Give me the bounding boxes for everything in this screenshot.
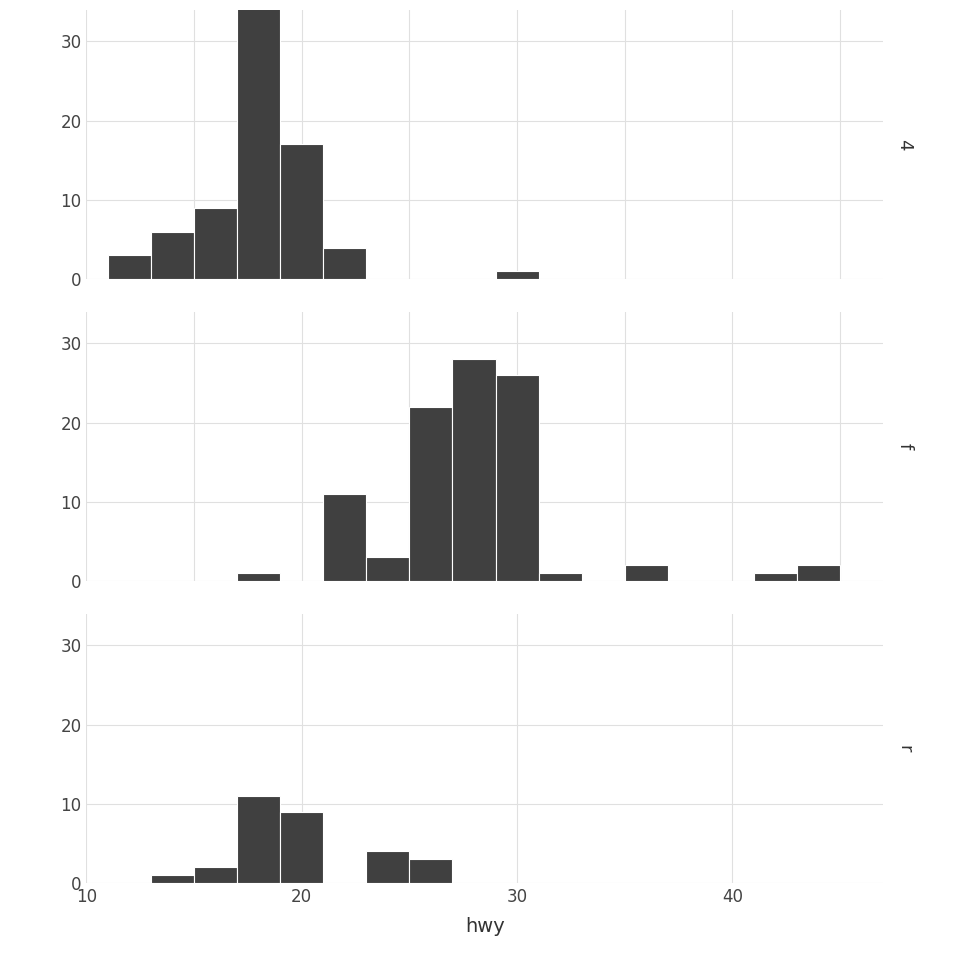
Bar [367,558,409,581]
Bar [280,144,324,279]
Bar [280,812,324,883]
Bar [324,494,367,581]
Bar [797,565,840,581]
Bar [754,573,797,581]
Bar [237,0,280,279]
Bar [151,876,194,883]
Bar [237,573,280,581]
Bar [409,407,452,581]
Bar [367,852,409,883]
Bar [495,272,539,279]
Bar [151,231,194,279]
Bar [108,255,151,279]
Bar [194,208,237,279]
Bar [237,796,280,883]
Bar [452,359,495,581]
Text: 4: 4 [895,138,913,150]
Bar [625,565,668,581]
Bar [409,859,452,883]
Text: f: f [895,444,913,449]
Bar [324,248,367,279]
Bar [194,867,237,883]
Bar [495,375,539,581]
Text: r: r [895,745,913,752]
X-axis label: hwy: hwy [465,917,505,936]
Bar [539,573,582,581]
